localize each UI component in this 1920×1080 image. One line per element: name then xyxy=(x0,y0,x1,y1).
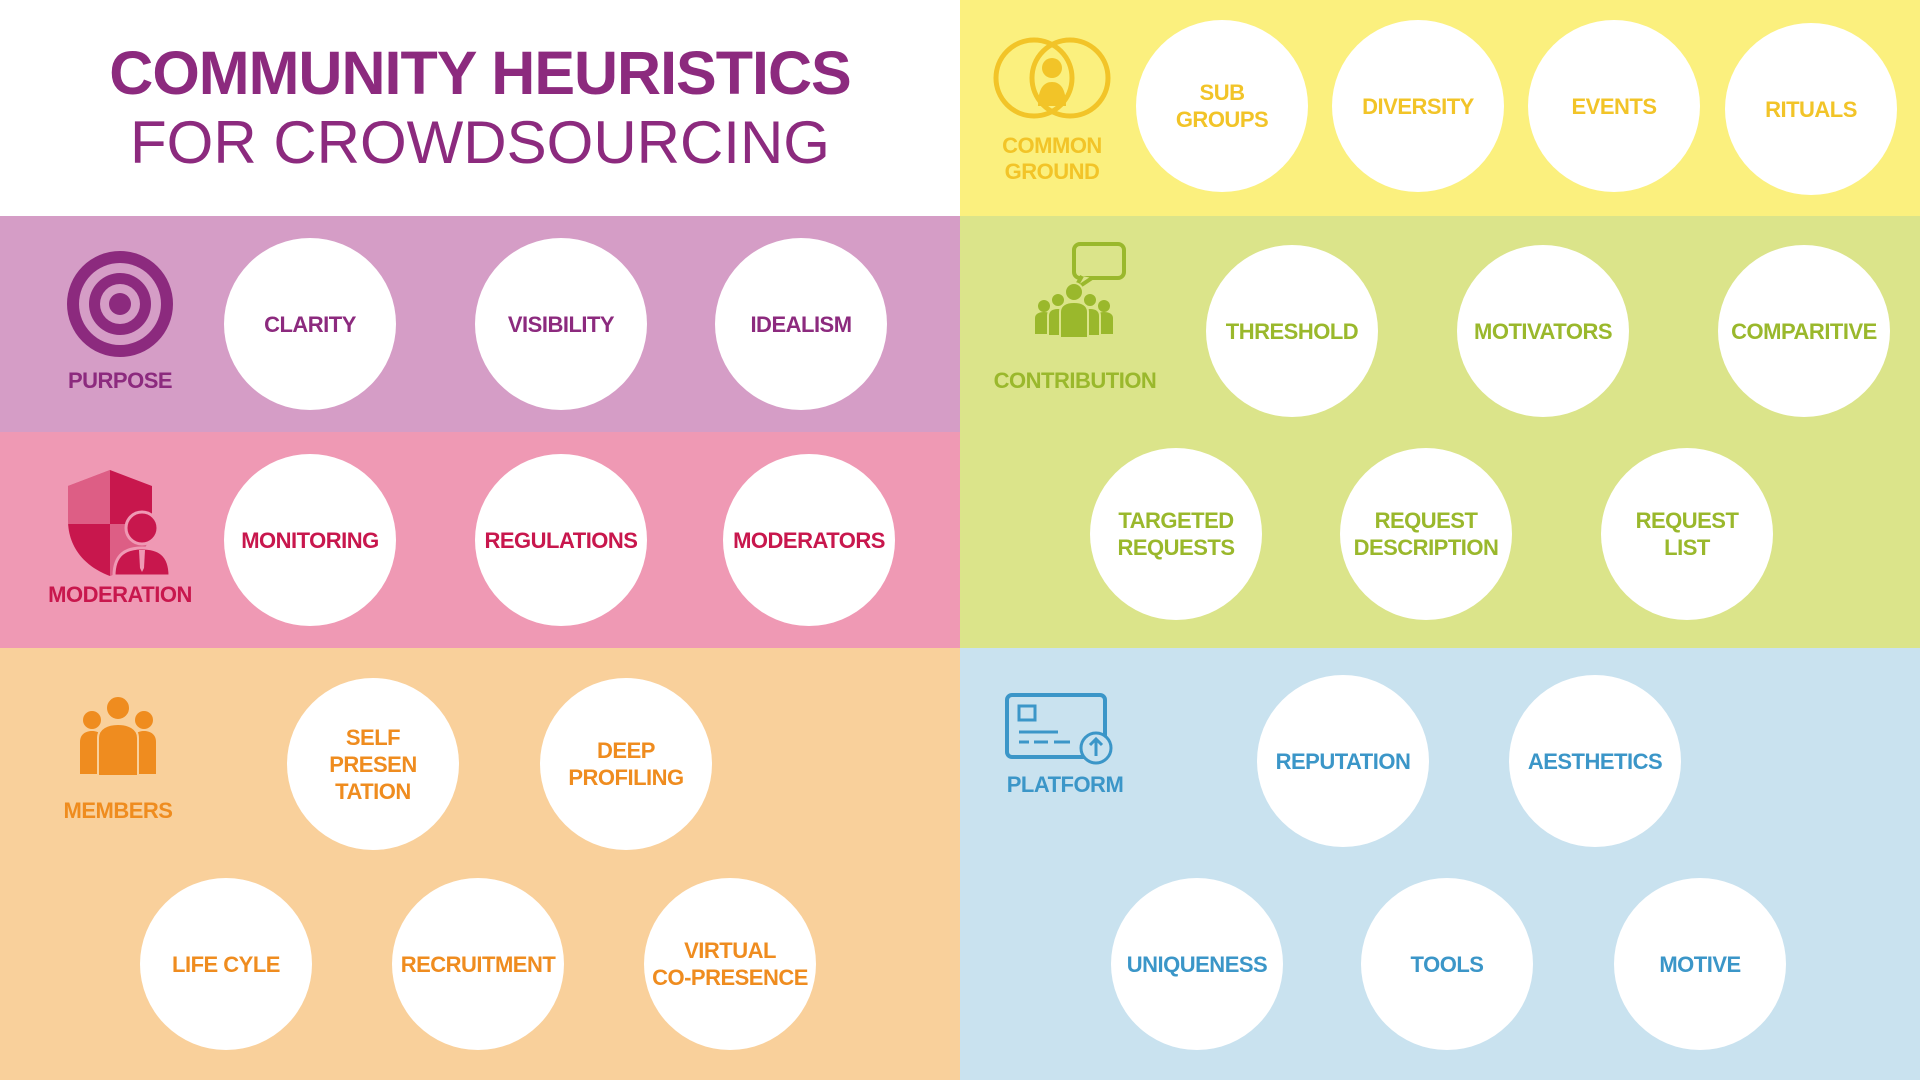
shield-person-icon xyxy=(68,470,172,578)
heuristic-circle: AESTHETICS xyxy=(1509,675,1681,847)
heuristic-circle: EVENTS xyxy=(1528,20,1700,192)
members-label: MEMBERS xyxy=(63,798,173,823)
platform-label: PLATFORM xyxy=(1006,772,1124,797)
moderation-section: MODERATION MONITORING REGULATIONS MODERA… xyxy=(0,432,960,648)
heuristic-circle: REGULATIONS xyxy=(475,454,647,626)
common-ground-section: COMMON GROUND SUB GROUPS DIVERSITY EVENT… xyxy=(960,0,1920,216)
title-area: COMMUNITY HEURISTICS FOR CROWDSOURCING xyxy=(0,0,960,216)
heuristic-circle: COMPARITIVE xyxy=(1718,245,1890,417)
heuristic-circle: RITUALS xyxy=(1725,23,1897,195)
contribution-section: CONTRIBUTION THRESHOLD MOTIVATORS COMPAR… xyxy=(960,216,1920,648)
heuristic-circle: CLARITY xyxy=(224,238,396,410)
heuristic-circle: THRESHOLD xyxy=(1206,245,1378,417)
heuristic-circle: DEEP PROFILING xyxy=(540,678,712,850)
heuristic-circle: DIVERSITY xyxy=(1332,20,1504,192)
platform-section: PLATFORM REPUTATION AESTHETICS UNIQUENES… xyxy=(960,648,1920,1080)
heuristic-circle: RECRUITMENT xyxy=(392,878,564,1050)
purpose-section: PURPOSE CLARITY VISIBILITY IDEALISM xyxy=(0,216,960,432)
heuristic-circle: LIFE CYLE xyxy=(140,878,312,1050)
moderation-label: MODERATION xyxy=(48,582,192,607)
heuristic-circle: MOTIVE xyxy=(1614,878,1786,1050)
heuristic-circle: REQUEST LIST xyxy=(1601,448,1773,620)
heuristic-circle: MONITORING xyxy=(224,454,396,626)
heuristic-circle: MODERATORS xyxy=(723,454,895,626)
heuristic-circle: TARGETED REQUESTS xyxy=(1090,448,1262,620)
people-group-icon xyxy=(80,695,156,776)
target-icon xyxy=(67,251,173,357)
purpose-label: PURPOSE xyxy=(67,368,173,393)
members-section: MEMBERS SELF PRESEN TATION DEEP PROFILIN… xyxy=(0,648,960,1080)
common-ground-label: COMMON GROUND xyxy=(1002,133,1102,184)
heuristic-circle: TOOLS xyxy=(1361,878,1533,1050)
heuristic-circle: REQUEST DESCRIPTION xyxy=(1340,448,1512,620)
heuristic-circle: SELF PRESEN TATION xyxy=(287,678,459,850)
id-card-upload-icon xyxy=(1005,693,1113,765)
heuristic-circle: REPUTATION xyxy=(1257,675,1429,847)
heuristic-circle: SUB GROUPS xyxy=(1136,20,1308,192)
heuristic-circle: VIRTUAL CO-PRESENCE xyxy=(644,878,816,1050)
people-speech-bubble-icon xyxy=(1035,242,1126,338)
heuristic-circle: UNIQUENESS xyxy=(1111,878,1283,1050)
heuristic-circle: MOTIVATORS xyxy=(1457,245,1629,417)
title-line1: COMMUNITY HEURISTICS xyxy=(109,39,851,107)
overlapping-circles-person-icon xyxy=(993,37,1111,119)
title-line2: FOR CROWDSOURCING xyxy=(130,109,830,176)
heuristic-circle: VISIBILITY xyxy=(475,238,647,410)
heuristic-circle: IDEALISM xyxy=(715,238,887,410)
contribution-label: CONTRIBUTION xyxy=(993,368,1157,393)
